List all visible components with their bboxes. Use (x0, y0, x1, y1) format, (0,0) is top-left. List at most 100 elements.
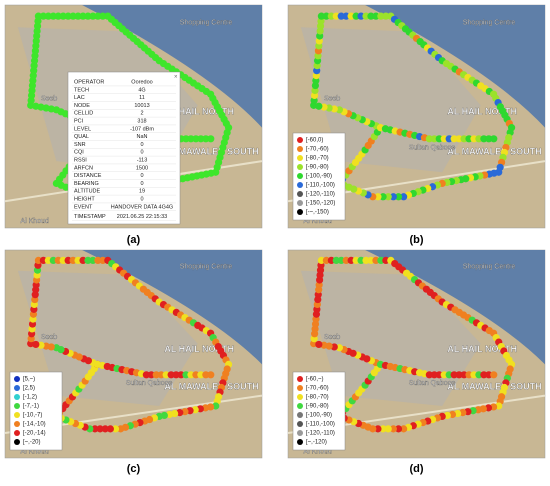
route-dot (440, 371, 448, 379)
legend: [-60,~) [-70,-60) [-80,-70) [-90,-80) [-100,… (292, 371, 346, 451)
route-dot (425, 371, 433, 379)
route-dot (490, 135, 498, 143)
route-dot (64, 256, 72, 264)
legend-label: [-20,-14) (23, 431, 46, 437)
legend-swatch (297, 182, 303, 188)
map-label: Seeb (324, 334, 340, 341)
route-dot (332, 12, 340, 20)
route-dot (157, 371, 165, 379)
route-dot (192, 371, 200, 379)
route-dot (372, 12, 380, 20)
legend-label: [-100,-90) (306, 174, 332, 180)
table-value: -113 (137, 157, 148, 163)
table-key: ARFCN (74, 165, 93, 171)
route-dot (327, 256, 335, 264)
route-dot (362, 256, 370, 264)
route-dot (480, 371, 488, 379)
table-key: HEIGHT (74, 196, 95, 202)
table-value: Ooredoo (131, 79, 152, 85)
legend-label: [-70,-60) (306, 386, 329, 392)
legend-swatch (14, 376, 20, 382)
route-dot (377, 12, 385, 20)
panel-label: (b) (409, 234, 423, 246)
route-dot (342, 256, 350, 264)
route-dot (79, 256, 87, 264)
route-dot (490, 371, 498, 379)
map-label: Shopping Centre (180, 20, 233, 27)
legend-swatch (297, 137, 303, 143)
legend-swatch (297, 376, 303, 382)
legend-swatch (297, 430, 303, 436)
legend-label: [-150,-120) (306, 201, 335, 207)
sea (365, 5, 545, 128)
legend-label: [-~,-150) (306, 210, 329, 216)
route-dot (337, 12, 345, 20)
map-label: Shopping Centre (463, 263, 516, 270)
legend-label: [-110,-100) (306, 183, 335, 189)
route-dot (94, 12, 102, 20)
legend-label: [2,5) (23, 386, 35, 392)
table-key: OPERATOR (74, 79, 104, 85)
route-dot (32, 340, 40, 349)
legend: [-60,0) [-70,-60) [-80,-70) [-90,-80) [-100,… (292, 132, 346, 221)
map-label: Sultan Qaboos (126, 380, 173, 387)
route-dot (202, 135, 210, 143)
route-dot (182, 135, 190, 143)
route-dot (79, 12, 87, 20)
route-dot (445, 135, 453, 143)
table-value: NaN (136, 134, 147, 140)
table-key: CQI (74, 150, 84, 156)
route-dot (99, 12, 107, 20)
legend-label: [-80,-70) (306, 395, 329, 401)
route-dot (357, 256, 365, 264)
route-dot (147, 371, 155, 379)
map-label: Seeb (41, 96, 57, 103)
route-dot (59, 12, 67, 20)
table-key: NODE (74, 103, 90, 109)
route-dot (400, 193, 408, 201)
route-dot (74, 12, 82, 20)
legend-swatch (297, 209, 303, 215)
route-dot (374, 425, 382, 433)
route-dot (99, 256, 107, 264)
route-dot (460, 135, 468, 143)
route-dot (394, 193, 403, 201)
route-dot (389, 193, 397, 201)
route-dot (89, 12, 97, 20)
route-dot (394, 425, 403, 433)
legend-swatch (297, 173, 303, 179)
route-dot (475, 371, 483, 379)
route-dot (347, 12, 355, 20)
table-value: 0 (140, 142, 143, 148)
route-dot (425, 135, 433, 143)
route-dot (379, 425, 387, 433)
legend-label: [~,-20) (23, 440, 41, 446)
route-dot (347, 256, 355, 264)
route-dot (367, 12, 375, 20)
map-label: AL HAIL NORTH (164, 344, 234, 354)
route-dot (480, 135, 488, 143)
info-popup: × OPERATOR Ooredoo TECH 4G LAC 11 NODE 10013 CELL… (67, 71, 181, 225)
route-dot (44, 256, 52, 264)
sea (365, 250, 545, 365)
route-dot (59, 256, 67, 264)
route-dot (377, 256, 385, 264)
route-dot (379, 193, 387, 201)
route-dot (445, 371, 453, 379)
map-label: AL HAIL NORTH (447, 344, 517, 354)
route-dot (450, 135, 458, 143)
table-value: 2 (140, 111, 143, 117)
legend-swatch (14, 394, 20, 400)
route-dot (357, 12, 365, 20)
route-dot (207, 371, 215, 379)
route-dot (372, 256, 380, 264)
table-value: 0 (140, 150, 143, 156)
legend-swatch (14, 385, 20, 391)
legend-label: [-10,-7) (23, 413, 42, 419)
legend-swatch (297, 200, 303, 206)
legend-swatch (297, 155, 303, 161)
route-dot (455, 135, 463, 143)
route-dot (32, 102, 40, 110)
